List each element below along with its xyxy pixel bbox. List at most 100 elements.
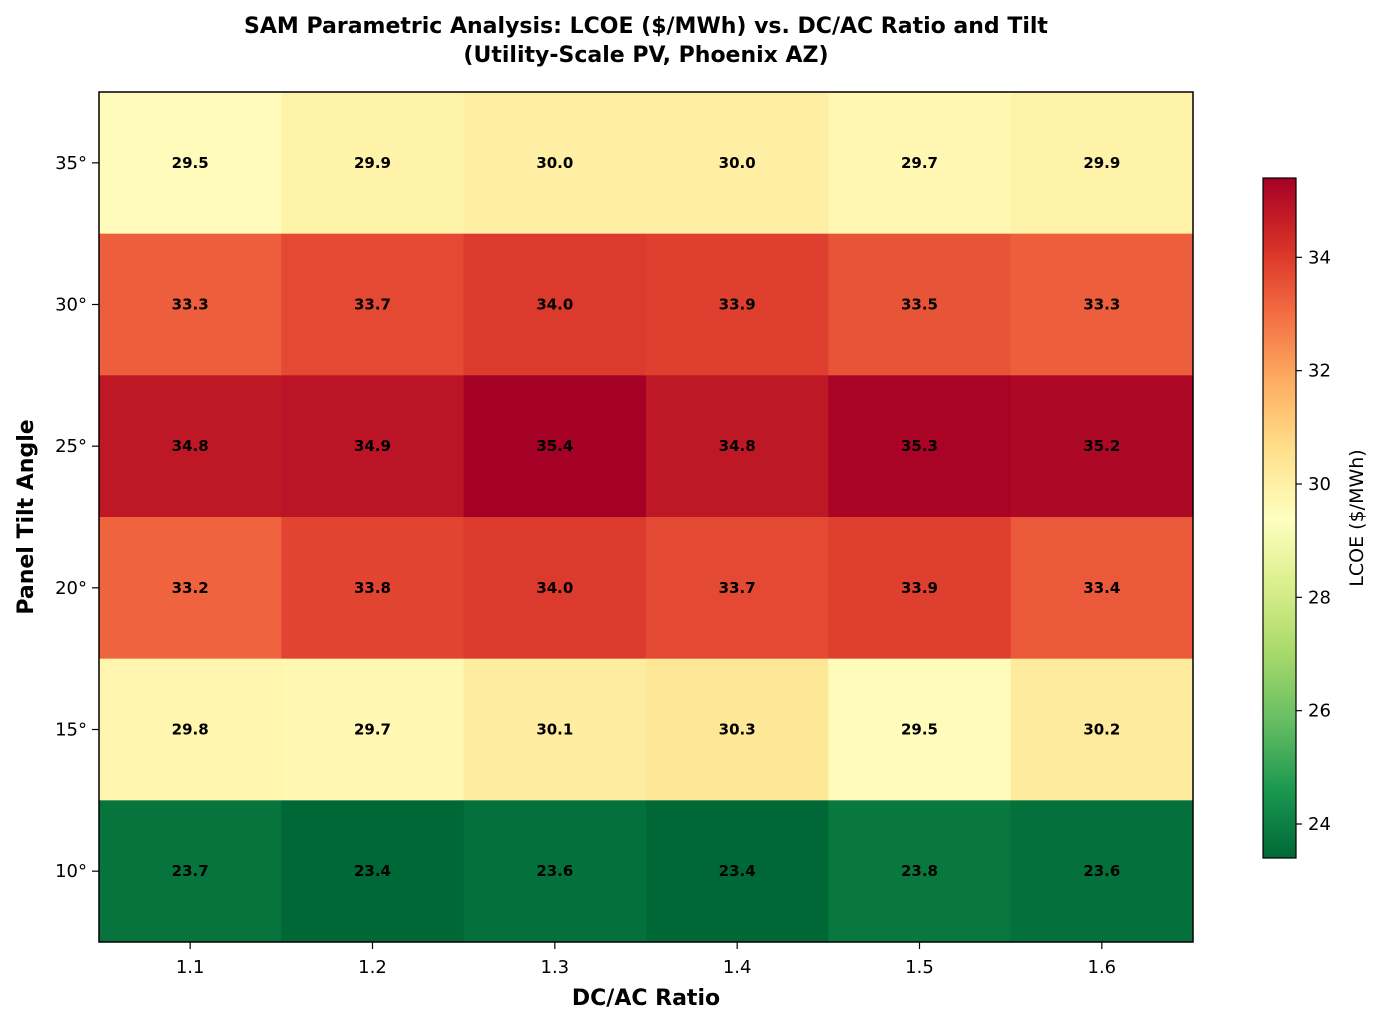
chart-title: SAM Parametric Analysis: LCOE ($/MWh) vs… — [244, 14, 1048, 39]
x-axis-label: DC/AC Ratio — [572, 986, 720, 1011]
y-tick-label: 20° — [55, 578, 87, 599]
heatmap-cell — [646, 233, 829, 376]
colorbar-tick-label: 30 — [1308, 474, 1331, 495]
heatmap-cell — [1010, 800, 1194, 943]
x-tick-label: 1.5 — [905, 957, 934, 978]
y-tick-label: 35° — [55, 153, 87, 174]
heatmap-cell — [1010, 92, 1194, 235]
heatmap-cells — [99, 92, 1194, 943]
x-tick-label: 1.4 — [723, 957, 752, 978]
heatmap-cell — [646, 92, 829, 235]
cell-value-label: 33.9 — [719, 296, 756, 314]
colorbar-tick-label: 28 — [1308, 587, 1331, 608]
heatmap-cell — [99, 92, 282, 235]
y-tick-label: 10° — [55, 861, 87, 882]
heatmap-cell — [99, 375, 282, 518]
heatmap-cell — [646, 658, 829, 801]
heatmap-cell — [646, 375, 829, 518]
heatmap-cell — [1010, 375, 1194, 518]
colorbar-tick-label: 24 — [1308, 814, 1331, 835]
heatmap-cell — [646, 800, 829, 943]
cell-value-label: 29.7 — [901, 154, 938, 172]
heatmap-cell — [463, 658, 647, 801]
heatmap-cell — [828, 800, 1012, 943]
colorbar-tick-label: 32 — [1308, 361, 1331, 382]
cell-value-label: 33.2 — [172, 579, 209, 597]
heatmap-cell — [281, 92, 465, 235]
cell-value-label: 30.0 — [719, 154, 756, 172]
heatmap-cell — [1010, 517, 1194, 660]
y-axis-ticks: 35° 30° 25° 20° 15° 10° — [55, 153, 99, 882]
colorbar-tick-label: 26 — [1308, 701, 1331, 722]
cell-value-label: 29.9 — [354, 154, 391, 172]
cell-value-label: 23.4 — [354, 862, 391, 880]
cell-value-label: 29.7 — [354, 721, 391, 739]
x-tick-label: 1.1 — [176, 957, 205, 978]
colorbar — [1262, 177, 1297, 859]
y-tick-label: 30° — [55, 295, 87, 316]
heatmap-cell — [828, 658, 1012, 801]
cell-value-label: 30.3 — [719, 721, 756, 739]
cell-value-label: 23.8 — [901, 862, 938, 880]
cell-value-label: 29.9 — [1083, 154, 1120, 172]
cell-value-label: 34.0 — [536, 579, 573, 597]
heatmap-cell — [99, 658, 282, 801]
x-tick-label: 1.2 — [358, 957, 387, 978]
colorbar-tick-label: 34 — [1308, 247, 1331, 268]
heatmap-cell — [281, 517, 465, 660]
cell-value-label: 30.2 — [1083, 721, 1120, 739]
cell-value-label: 33.7 — [719, 579, 756, 597]
colorbar-label: LCOE ($/MWh) — [1346, 449, 1368, 586]
cell-value-label: 35.3 — [901, 437, 938, 455]
heatmap-cell — [281, 375, 465, 518]
heatmap-cell — [1010, 233, 1194, 376]
heatmap-cell — [828, 375, 1012, 518]
cell-value-label: 34.9 — [354, 437, 391, 455]
cell-value-label: 33.5 — [901, 296, 938, 314]
x-tick-label: 1.3 — [541, 957, 570, 978]
cell-value-label: 35.2 — [1083, 437, 1120, 455]
cell-value-label: 33.3 — [172, 296, 209, 314]
y-tick-label: 25° — [55, 436, 87, 457]
heatmap-cell — [828, 233, 1012, 376]
cell-value-label: 33.7 — [354, 296, 391, 314]
cell-value-label: 23.6 — [536, 862, 573, 880]
colorbar-ticks: 24 26 28 30 32 34 — [1296, 247, 1331, 835]
cell-value-label: 33.8 — [354, 579, 391, 597]
cell-value-label: 33.3 — [1083, 296, 1120, 314]
cell-value-label: 30.0 — [536, 154, 573, 172]
cell-value-label: 35.4 — [536, 437, 573, 455]
y-axis-label: Panel Tilt Angle — [14, 419, 39, 614]
heatmap-cell — [646, 517, 829, 660]
heatmap-cell — [281, 800, 465, 943]
heatmap-cell — [463, 375, 647, 518]
cell-value-label: 29.5 — [172, 154, 209, 172]
cell-value-label: 23.7 — [172, 862, 209, 880]
cell-value-label: 29.5 — [901, 721, 938, 739]
cell-value-label: 23.4 — [719, 862, 756, 880]
heatmap-cell — [463, 92, 647, 235]
plot-frame — [98, 91, 1194, 943]
heatmap-cell — [828, 517, 1012, 660]
cell-value-label: 33.4 — [1083, 579, 1120, 597]
heatmap-cell — [99, 233, 282, 376]
heatmap-cell — [463, 517, 647, 660]
heatmap-cell — [281, 658, 465, 801]
heatmap-cell — [99, 800, 282, 943]
heatmap-cell — [828, 92, 1012, 235]
chart-subtitle: (Utility-Scale PV, Phoenix AZ) — [463, 43, 828, 68]
heatmap-cell — [281, 233, 465, 376]
heatmap-cell — [463, 800, 647, 943]
cell-value-label: 23.6 — [1083, 862, 1120, 880]
heatmap-cell-labels: 29.5 29.9 30.0 30.0 29.7 29.9 33.3 33.7 34.0 33.9… — [172, 154, 1121, 880]
heatmap-cell — [1010, 658, 1194, 801]
cell-value-label: 29.8 — [172, 721, 209, 739]
x-axis-ticks: 1.1 1.2 1.3 1.4 1.5 1.6 — [176, 942, 1116, 978]
heatmap-cell — [99, 517, 282, 660]
y-tick-label: 15° — [55, 720, 87, 741]
cell-value-label: 34.8 — [172, 437, 209, 455]
cell-value-label: 34.8 — [719, 437, 756, 455]
cell-value-label: 30.1 — [536, 721, 573, 739]
x-tick-label: 1.6 — [1088, 957, 1117, 978]
